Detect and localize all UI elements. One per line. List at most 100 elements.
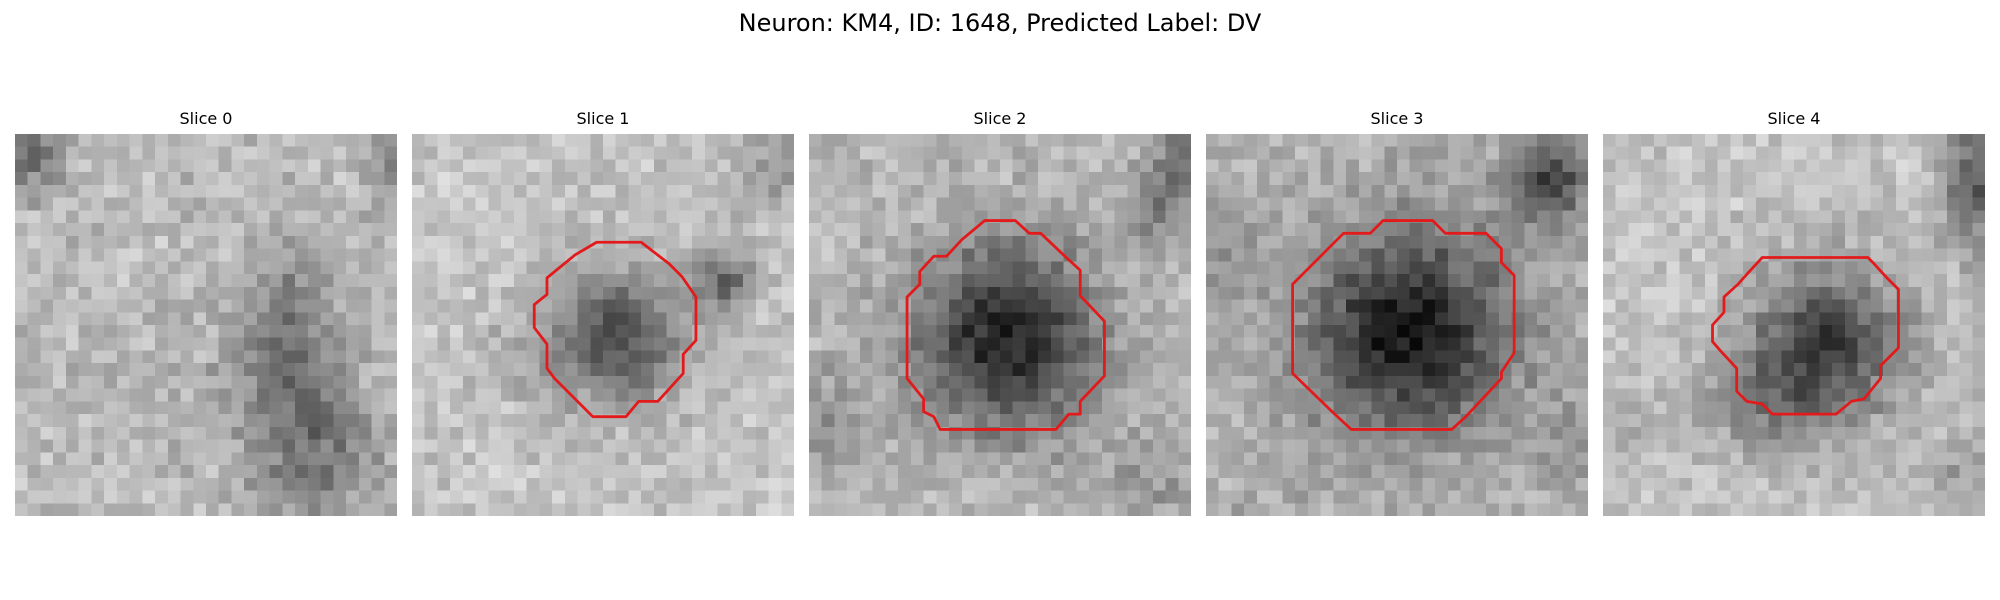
- grayscale-pixel: [1562, 274, 1576, 288]
- grayscale-pixel: [27, 261, 41, 275]
- grayscale-pixel: [1435, 452, 1449, 466]
- grayscale-pixel: [987, 134, 1001, 147]
- grayscale-pixel: [320, 146, 334, 160]
- grayscale-pixel: [1231, 184, 1245, 198]
- grayscale-pixel: [1140, 375, 1154, 389]
- grayscale-pixel: [1295, 172, 1309, 186]
- grayscale-pixel: [1908, 401, 1922, 415]
- grayscale-pixel: [231, 159, 245, 173]
- grayscale-pixel: [1743, 439, 1757, 453]
- grayscale-pixel: [269, 248, 283, 262]
- grayscale-pixel: [1063, 274, 1077, 288]
- grayscale-pixel: [244, 274, 258, 288]
- grayscale-pixel: [1244, 325, 1258, 338]
- grayscale-pixel: [1422, 312, 1436, 326]
- grayscale-pixel: [1768, 503, 1782, 516]
- grayscale-pixel: [475, 299, 489, 313]
- grayscale-pixel: [358, 312, 372, 326]
- grayscale-pixel: [142, 439, 156, 453]
- grayscale-pixel: [1934, 452, 1948, 466]
- grayscale-pixel: [590, 172, 604, 186]
- grayscale-pixel: [1012, 401, 1026, 415]
- grayscale-pixel: [1768, 414, 1782, 428]
- grayscale-pixel: [615, 248, 629, 262]
- grayscale-pixel: [1218, 401, 1232, 415]
- grayscale-pixel: [167, 426, 181, 440]
- grayscale-pixel: [1244, 146, 1258, 160]
- grayscale-pixel: [1050, 477, 1064, 491]
- grayscale-pixel: [384, 172, 397, 186]
- grayscale-pixel: [641, 134, 655, 147]
- grayscale-pixel: [564, 503, 578, 516]
- grayscale-pixel: [320, 223, 334, 237]
- grayscale-pixel: [641, 274, 655, 288]
- grayscale-pixel: [104, 274, 118, 288]
- grayscale-pixel: [1755, 375, 1769, 389]
- grayscale-pixel: [1012, 197, 1026, 211]
- grayscale-pixel: [307, 490, 321, 504]
- grayscale-pixel: [501, 261, 515, 275]
- grayscale-pixel: [15, 401, 28, 415]
- grayscale-pixel: [949, 299, 963, 313]
- grayscale-pixel: [679, 477, 693, 491]
- grayscale-pixel: [781, 337, 794, 351]
- grayscale-pixel: [679, 375, 693, 389]
- grayscale-pixel: [1152, 197, 1166, 211]
- grayscale-pixel: [129, 146, 143, 160]
- grayscale-pixel: [371, 312, 385, 326]
- grayscale-pixel: [450, 477, 464, 491]
- grayscale-pixel: [15, 134, 28, 147]
- grayscale-pixel: [1486, 439, 1500, 453]
- grayscale-pixel: [282, 210, 296, 224]
- grayscale-pixel: [1603, 375, 1616, 389]
- grayscale-pixel: [1883, 197, 1897, 211]
- grayscale-pixel: [552, 299, 566, 313]
- grayscale-pixel: [1603, 426, 1616, 440]
- grayscale-pixel: [1704, 134, 1718, 147]
- grayscale-pixel: [552, 477, 566, 491]
- grayscale-pixel: [755, 184, 769, 198]
- grayscale-pixel: [320, 299, 334, 313]
- grayscale-pixel: [1730, 184, 1744, 198]
- grayscale-pixel: [872, 490, 886, 504]
- grayscale-pixel: [1666, 414, 1680, 428]
- grayscale-pixel: [412, 248, 425, 262]
- grayscale-pixel: [1730, 299, 1744, 313]
- grayscale-pixel: [1844, 134, 1858, 147]
- grayscale-pixel: [256, 274, 270, 288]
- grayscale-pixel: [91, 350, 105, 364]
- grayscale-pixel: [692, 350, 706, 364]
- grayscale-pixel: [1409, 439, 1423, 453]
- grayscale-pixel: [1206, 490, 1219, 504]
- grayscale-pixel: [15, 503, 28, 516]
- grayscale-pixel: [1832, 210, 1846, 224]
- grayscale-pixel: [1537, 503, 1551, 516]
- grayscale-pixel: [615, 223, 629, 237]
- grayscale-pixel: [1781, 414, 1795, 428]
- grayscale-pixel: [653, 350, 667, 364]
- grayscale-pixel: [1819, 210, 1833, 224]
- grayscale-pixel: [1178, 439, 1191, 453]
- grayscale-pixel: [91, 146, 105, 160]
- grayscale-pixel: [104, 401, 118, 415]
- grayscale-pixel: [526, 503, 540, 516]
- grayscale-pixel: [1050, 235, 1064, 249]
- grayscale-pixel: [1435, 172, 1449, 186]
- grayscale-pixel: [1101, 248, 1115, 262]
- grayscale-pixel: [1101, 134, 1115, 147]
- grayscale-pixel: [142, 490, 156, 504]
- grayscale-pixel: [384, 426, 397, 440]
- grayscale-pixel: [1063, 452, 1077, 466]
- grayscale-pixel: [1934, 235, 1948, 249]
- grayscale-pixel: [1537, 184, 1551, 198]
- grayscale-pixel: [859, 477, 873, 491]
- grayscale-pixel: [501, 375, 515, 389]
- grayscale-pixel: [1282, 134, 1296, 147]
- grayscale-pixel: [666, 146, 680, 160]
- grayscale-pixel: [1384, 375, 1398, 389]
- grayscale-pixel: [809, 299, 822, 313]
- grayscale-pixel: [974, 184, 988, 198]
- grayscale-pixel: [1959, 146, 1973, 160]
- grayscale-pixel: [834, 274, 848, 288]
- grayscale-pixel: [1575, 337, 1588, 351]
